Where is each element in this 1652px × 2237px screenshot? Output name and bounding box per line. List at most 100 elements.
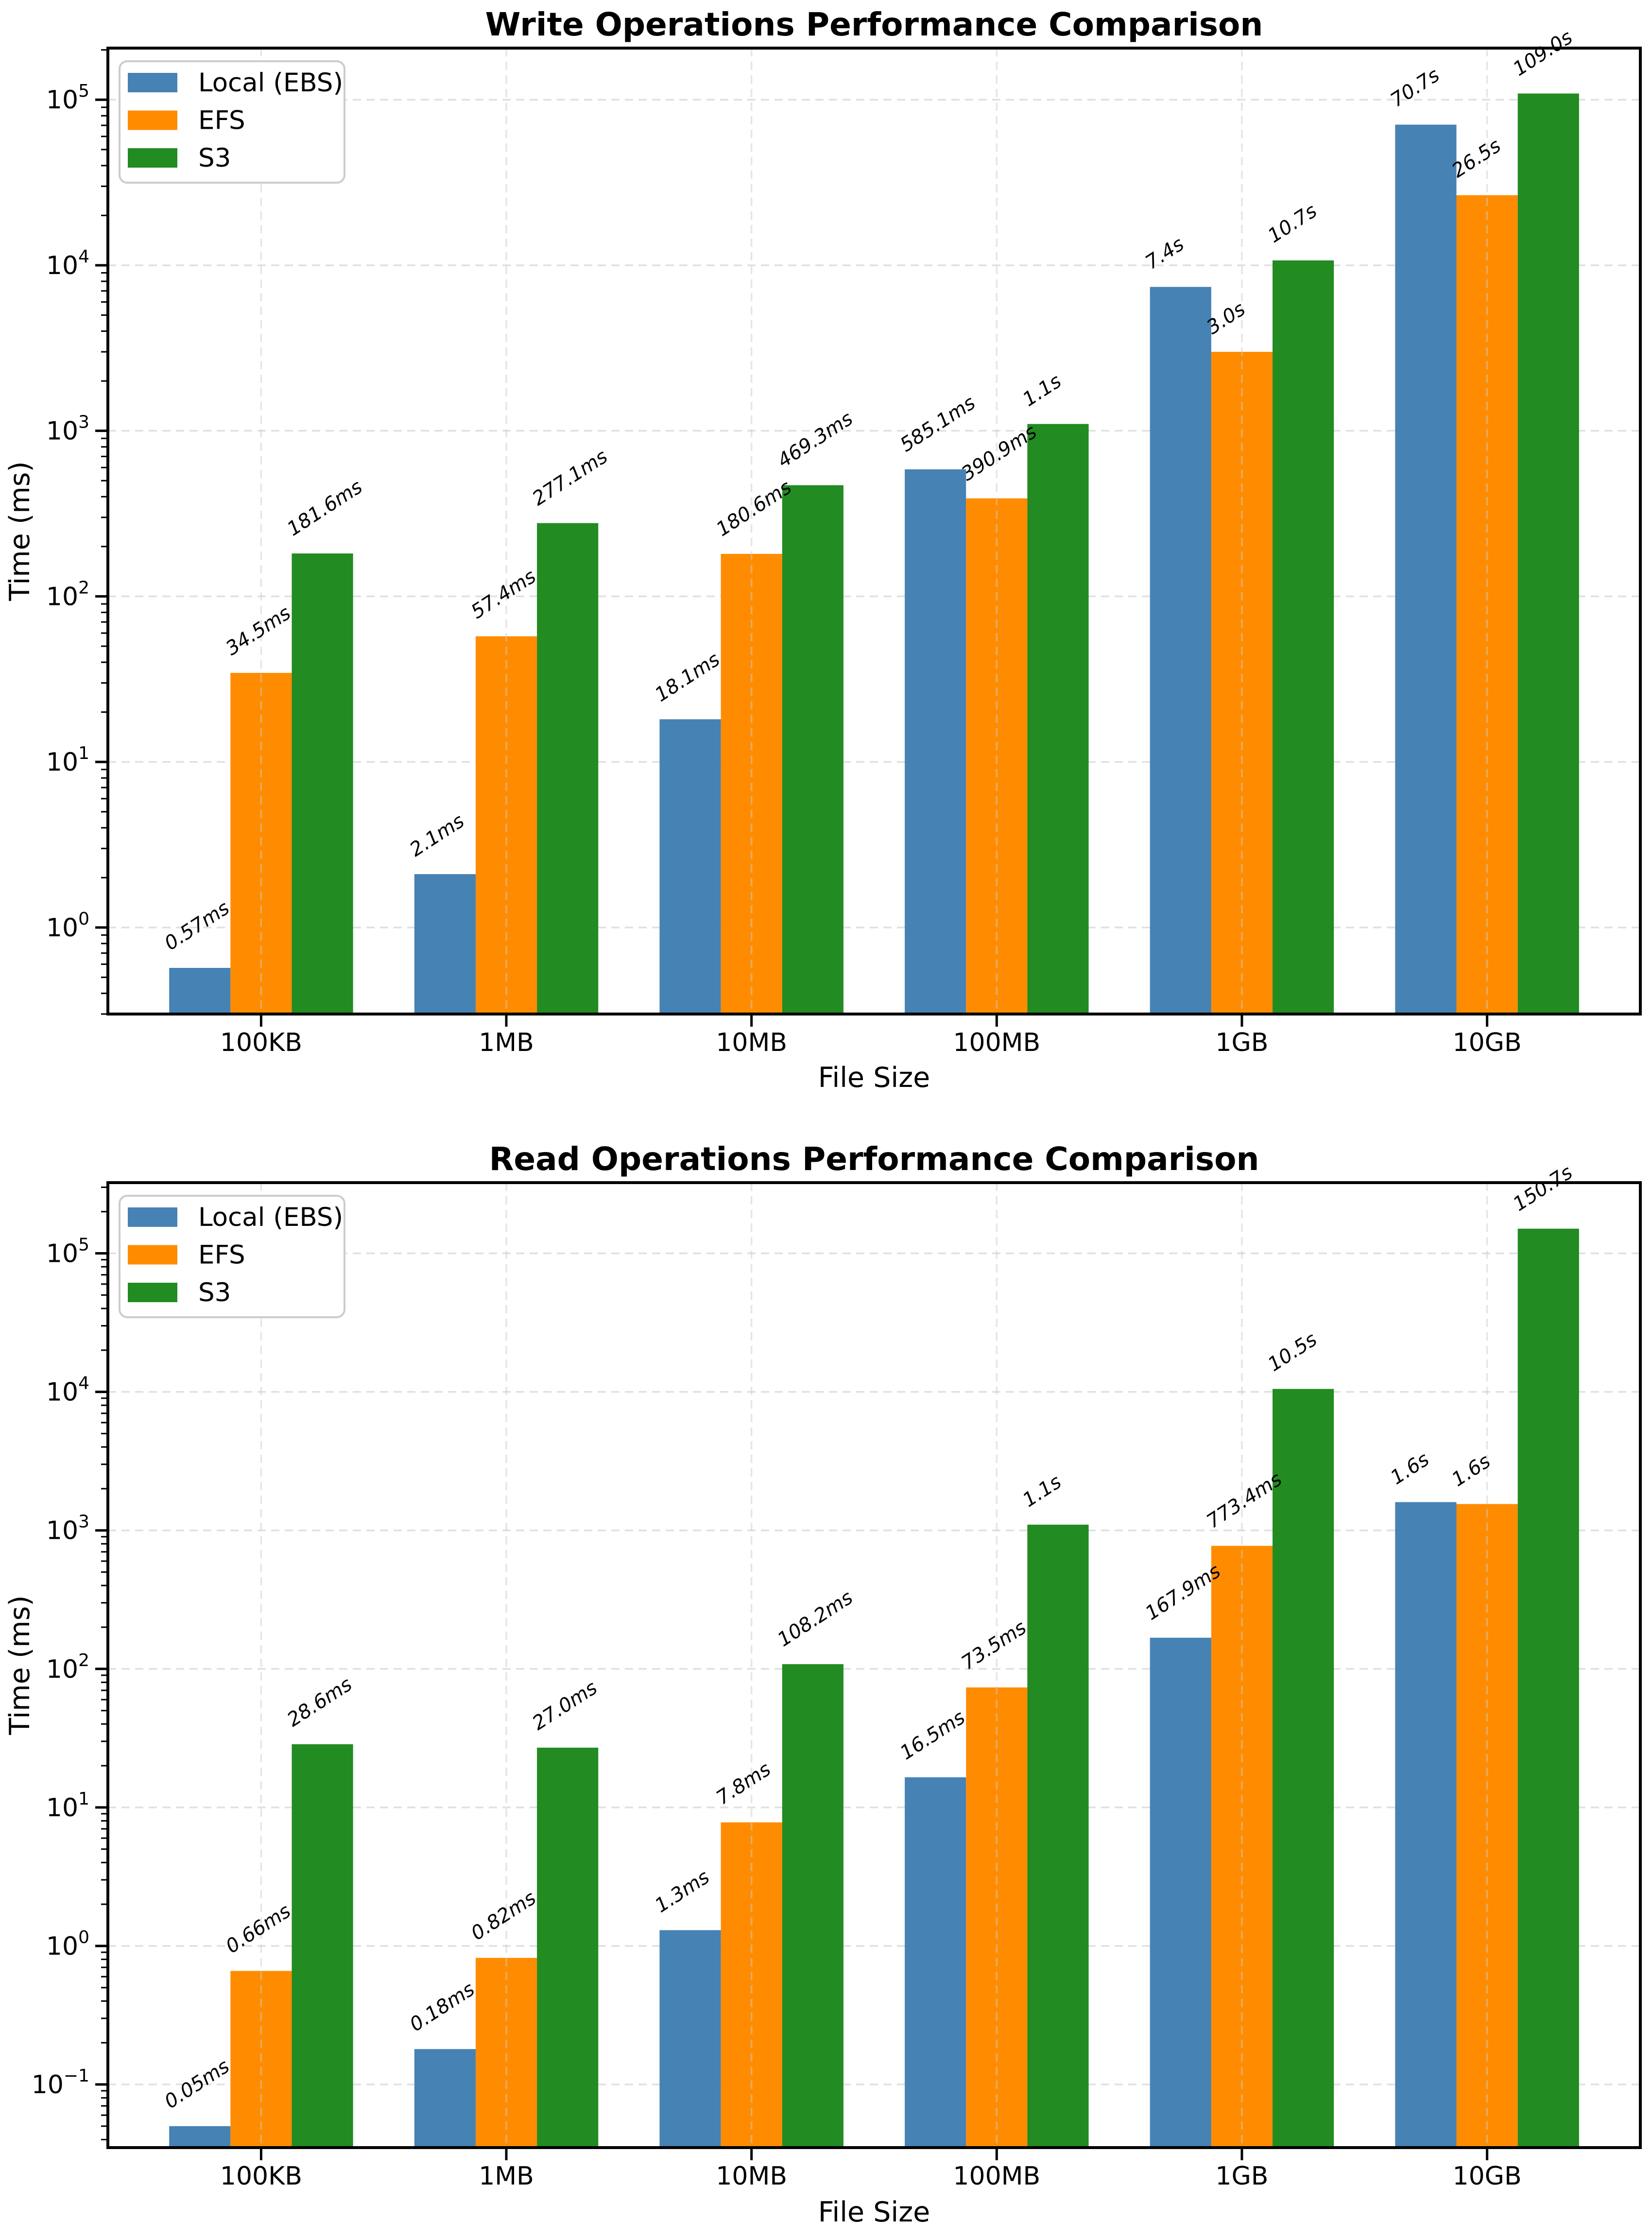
bar-read-100MB-local-ebs-: [905, 1777, 966, 2148]
y-tick-label: 104: [46, 247, 89, 280]
bar-value-label: 108.2ms: [774, 1586, 857, 1652]
x-tick-label-100kb: 100KB: [220, 1028, 302, 1057]
bar-write-100MB-local-ebs-: [905, 469, 966, 1014]
x-tick-label-1gb: 1GB: [1215, 2162, 1268, 2191]
bar-value-label: 1.1s: [1019, 370, 1066, 411]
bar-write-100KB-s3: [292, 553, 353, 1014]
bar-value-label: 7.4s: [1141, 233, 1188, 274]
y-tick-label: 101: [46, 743, 89, 777]
bar-value-label: 10.7s: [1264, 200, 1321, 247]
bar-read-10GB-s3: [1517, 1228, 1579, 2148]
bar-write-10MB-s3: [782, 485, 843, 1014]
bar-value-label: 0.18ms: [406, 1978, 479, 2036]
bar-value-label: 70.7s: [1387, 64, 1444, 111]
x-tick-label-100kb: 100KB: [220, 2162, 302, 2191]
legend-label: EFS: [198, 1240, 245, 1270]
bar-read-10GB-local-ebs-: [1395, 1502, 1457, 2148]
bar-value-label: 27.0ms: [529, 1677, 602, 1735]
bar-write-100KB-local-ebs-: [169, 968, 231, 1014]
bar-value-label: 0.82ms: [467, 1887, 540, 1945]
read-operations-chart: 0.05ms0.18ms1.3ms16.5ms167.9ms1.6s0.66ms…: [32, 1161, 1642, 2191]
bar-write-10GB-s3: [1517, 93, 1579, 1014]
read-chart-title: Read Operations Performance Comparison: [489, 1140, 1259, 1178]
axes-frame: [106, 1181, 1642, 2149]
bar-write-10GB-efs: [1456, 195, 1518, 1014]
read-chart-xlabel: File Size: [818, 2196, 930, 2228]
y-tick-label: 101: [46, 1789, 89, 1823]
y-tick-label: 103: [46, 413, 89, 446]
bar-value-label: 0.66ms: [222, 1900, 295, 1958]
y-tick-label: 105: [46, 1235, 89, 1269]
bar-value-label: 150.7s: [1509, 1161, 1577, 1216]
legend-swatch-local-ebs-: [128, 73, 177, 92]
x-tick-label-10mb: 10MB: [716, 1028, 787, 1057]
bar-read-1GB-local-ebs-: [1150, 1637, 1211, 2148]
x-tick-label-100mb: 100MB: [953, 1028, 1040, 1057]
y-tick-label: 102: [46, 1651, 89, 1684]
bar-write-1MB-local-ebs-: [414, 874, 476, 1014]
y-tick-label: 103: [46, 1512, 89, 1546]
write-chart-ylabel: Time (ms): [4, 461, 36, 601]
bar-read-100MB-s3: [1027, 1524, 1089, 2148]
bar-read-100KB-s3: [292, 1744, 353, 2148]
bar-write-1GB-local-ebs-: [1150, 287, 1211, 1014]
bar-value-label: 10.5s: [1264, 1328, 1321, 1376]
bar-read-10MB-local-ebs-: [659, 1930, 721, 2148]
x-tick-label-10gb: 10GB: [1453, 1028, 1522, 1057]
x-tick-label-100mb: 100MB: [953, 2162, 1040, 2191]
bar-value-label: 181.6ms: [283, 476, 366, 541]
y-tick-label: 100: [46, 909, 89, 943]
y-tick-label: 105: [46, 81, 89, 115]
legend-label: S3: [198, 143, 231, 173]
axes-frame: [106, 47, 1642, 1015]
bar-value-label: 16.5ms: [896, 1706, 969, 1765]
x-tick-label-1mb: 1MB: [479, 1028, 534, 1057]
legend-label: Local (EBS): [198, 1203, 343, 1232]
bar-value-label: 2.1ms: [406, 810, 468, 861]
bar-value-label: 109.0s: [1509, 26, 1577, 81]
bar-read-1GB-s3: [1273, 1389, 1334, 2148]
bar-value-label: 277.1ms: [529, 445, 612, 510]
x-tick-label-10mb: 10MB: [716, 2162, 787, 2191]
bar-value-label: 0.57ms: [161, 897, 234, 955]
write-operations-chart: 0.57ms 2.1ms 18.1ms 585.1ms 7.4s 70.7s 34.5ms 5…: [46, 26, 1642, 1057]
legend-swatch-s3: [128, 148, 177, 168]
y-tick-label: 100: [46, 1927, 89, 1961]
bar-value-label: 7.8ms: [712, 1758, 775, 1809]
write-chart-xlabel: File Size: [818, 1062, 930, 1094]
bar-read-1MB-s3: [537, 1747, 599, 2148]
legend-label: EFS: [198, 106, 245, 136]
bar-read-100KB-local-ebs-: [169, 2126, 231, 2148]
bar-write-1GB-efs: [1211, 352, 1273, 1015]
bar-value-label: 1.3ms: [651, 1866, 714, 1917]
x-tick-label-1mb: 1MB: [479, 2162, 534, 2191]
y-tick-label: 102: [46, 578, 89, 611]
y-tick-label: 10−1: [32, 2066, 89, 2099]
legend-label: S3: [198, 1278, 231, 1308]
legend-swatch-efs: [128, 110, 177, 130]
bar-read-10MB-s3: [782, 1664, 843, 2148]
bar-value-label: 73.5ms: [958, 1617, 1031, 1675]
bar-write-1GB-s3: [1273, 260, 1334, 1015]
x-tick-label-10gb: 10GB: [1453, 2162, 1522, 2191]
bar-write-100MB-s3: [1027, 424, 1089, 1014]
write-chart-title: Write Operations Performance Comparison: [485, 6, 1263, 43]
x-tick-label-1gb: 1GB: [1215, 1028, 1268, 1057]
legend-swatch-s3: [128, 1283, 177, 1302]
bar-value-label: 18.1ms: [651, 648, 724, 706]
y-tick-label: 104: [46, 1374, 89, 1407]
legend-swatch-efs: [128, 1245, 177, 1265]
bar-value-label: 1.6s: [1387, 1448, 1433, 1489]
bar-value-label: 469.3ms: [774, 407, 857, 472]
bar-value-label: 1.1s: [1019, 1471, 1066, 1512]
read-chart-ylabel: Time (ms): [4, 1595, 36, 1735]
bar-write-10GB-local-ebs-: [1395, 124, 1457, 1014]
bar-write-10MB-local-ebs-: [659, 719, 721, 1014]
bar-value-label: 57.4ms: [467, 565, 540, 623]
bar-value-label: 585.1ms: [896, 392, 979, 457]
bar-value-label: 28.6ms: [283, 1673, 356, 1731]
bar-value-label: 34.5ms: [222, 602, 295, 660]
bar-read-1MB-local-ebs-: [414, 2049, 476, 2148]
legend-label: Local (EBS): [198, 68, 343, 98]
legend-swatch-local-ebs-: [128, 1207, 177, 1227]
